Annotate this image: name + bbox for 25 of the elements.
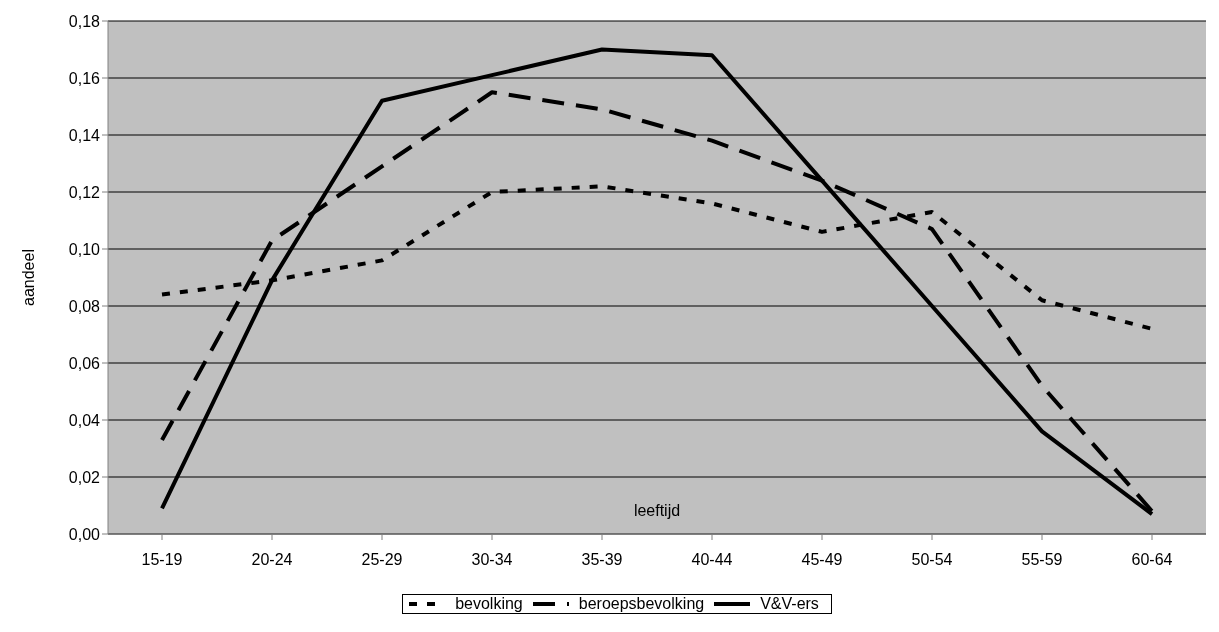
- x-tick-label: 30-34: [471, 551, 513, 569]
- y-tick-label: 0,04: [68, 411, 101, 429]
- x-tick-label: 60-64: [1131, 551, 1173, 569]
- x-tick-label: 50-54: [911, 551, 953, 569]
- x-tick-label: 15-19: [141, 551, 183, 569]
- x-tick-label: 20-24: [251, 551, 293, 569]
- legend-label: beroepsbevolking: [578, 595, 705, 613]
- x-tick-label: 40-44: [691, 551, 733, 569]
- x-tick-label: 25-29: [361, 551, 403, 569]
- y-tick-label: 0,08: [68, 297, 101, 315]
- y-tick-label: 0,16: [68, 69, 101, 87]
- y-tick-label: 0,18: [68, 12, 101, 30]
- y-tick-label: 0,12: [68, 183, 101, 201]
- y-tick-label: 0,00: [68, 525, 101, 543]
- legend-label: bevolking: [455, 595, 523, 613]
- x-axis-title: leeftijd: [633, 502, 681, 519]
- x-tick-label: 45-49: [801, 551, 843, 569]
- y-tick-label: 0,06: [68, 354, 101, 372]
- x-tick-label: 55-59: [1021, 551, 1063, 569]
- legend-label: V&V-ers: [760, 595, 819, 613]
- y-axis-title: aandeel: [19, 249, 37, 306]
- y-tick-label: 0,10: [68, 240, 101, 258]
- x-tick-label: 35-39: [581, 551, 623, 569]
- y-tick-label: 0,14: [68, 126, 101, 144]
- y-tick-label: 0,02: [68, 468, 101, 486]
